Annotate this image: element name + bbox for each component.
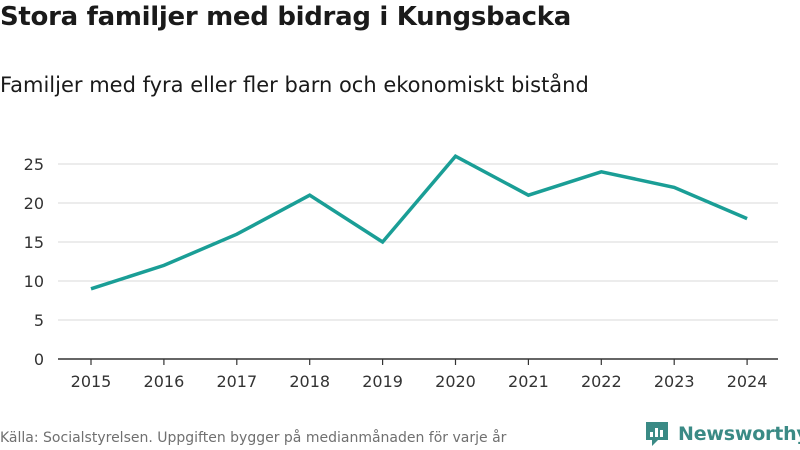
x-tick-label: 2021 xyxy=(508,372,549,391)
y-tick-label: 10 xyxy=(24,272,44,291)
series-layer xyxy=(90,153,748,291)
y-tick-label: 20 xyxy=(24,194,44,213)
y-tick-label: 15 xyxy=(24,233,44,252)
x-tick-label: 2017 xyxy=(216,372,257,391)
x-tick-label: 2016 xyxy=(144,372,185,391)
chart-subtitle: Familjer med fyra eller fler barn och ek… xyxy=(0,73,589,97)
y-tick-label: 25 xyxy=(24,155,44,174)
x-tick-label: 2023 xyxy=(654,372,695,391)
x-tick-label: 2018 xyxy=(289,372,330,391)
newsworthy-logo-icon xyxy=(646,422,668,446)
x-tick-label: 2024 xyxy=(727,372,768,391)
brand-logo: Newsworthy xyxy=(644,420,800,448)
series-line xyxy=(90,153,748,291)
x-tick-label: 2020 xyxy=(435,372,476,391)
x-tick-label: 2022 xyxy=(581,372,622,391)
source-note: Källa: Socialstyrelsen. Uppgiften bygger… xyxy=(0,430,507,446)
x-tick-label: 2015 xyxy=(71,372,112,391)
y-tick-label: 0 xyxy=(34,350,44,369)
grid-layer xyxy=(58,163,778,321)
chart-title: Stora familjer med bidrag i Kungsbacka xyxy=(0,2,571,32)
y-axis: 0 5 10 15 20 25 xyxy=(24,155,44,369)
brand-name: Newsworthy xyxy=(678,423,800,445)
y-tick-label: 5 xyxy=(34,311,44,330)
x-tick-label: 2019 xyxy=(362,372,403,391)
x-axis: 2015 2016 2017 2018 2019 2020 2021 2022 2023 2024 xyxy=(58,358,778,391)
